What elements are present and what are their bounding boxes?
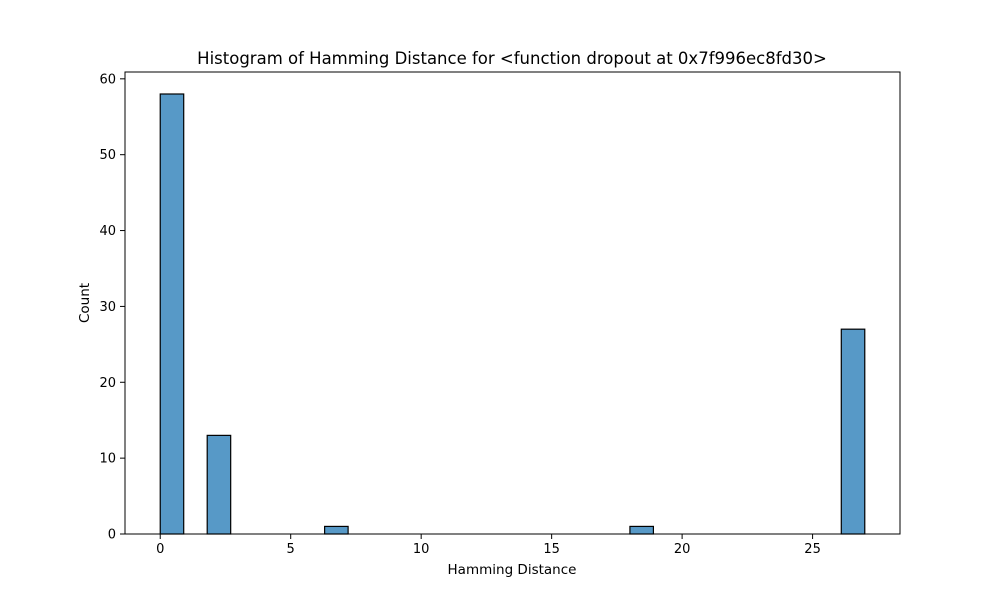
x-tick-label: 25	[804, 542, 821, 557]
y-tick-label: 40	[99, 224, 116, 239]
chart-title: Histogram of Hamming Distance for <funct…	[197, 49, 827, 68]
y-tick-label: 60	[99, 72, 116, 87]
y-axis-label: Count	[77, 283, 93, 323]
x-tick-label: 20	[674, 542, 691, 557]
histogram-bar-1	[206, 434, 232, 535]
x-tick-label: 5	[287, 542, 295, 557]
y-tick-label: 10	[99, 452, 116, 467]
y-tick-label: 50	[99, 148, 116, 163]
y-tick-label: 20	[99, 376, 116, 391]
y-tick-label: 30	[99, 300, 116, 315]
x-tick-label: 15	[543, 542, 560, 557]
histogram-bar-4	[840, 328, 866, 535]
histogram-bar-0	[159, 93, 185, 535]
histogram-bar-2	[324, 525, 349, 535]
x-axis-ticks: 0 5 10 15 20 25	[156, 534, 821, 557]
x-tick-label: 10	[413, 542, 430, 557]
histogram-bar-3	[629, 525, 655, 535]
x-tick-label: 0	[156, 542, 164, 557]
y-axis-ticks: 0 10 20 30 40 50 60	[99, 72, 125, 543]
bars-group	[159, 93, 866, 535]
x-axis-label: Hamming Distance	[448, 562, 577, 578]
y-tick-label: 0	[108, 528, 116, 543]
plot-frame	[124, 71, 901, 535]
